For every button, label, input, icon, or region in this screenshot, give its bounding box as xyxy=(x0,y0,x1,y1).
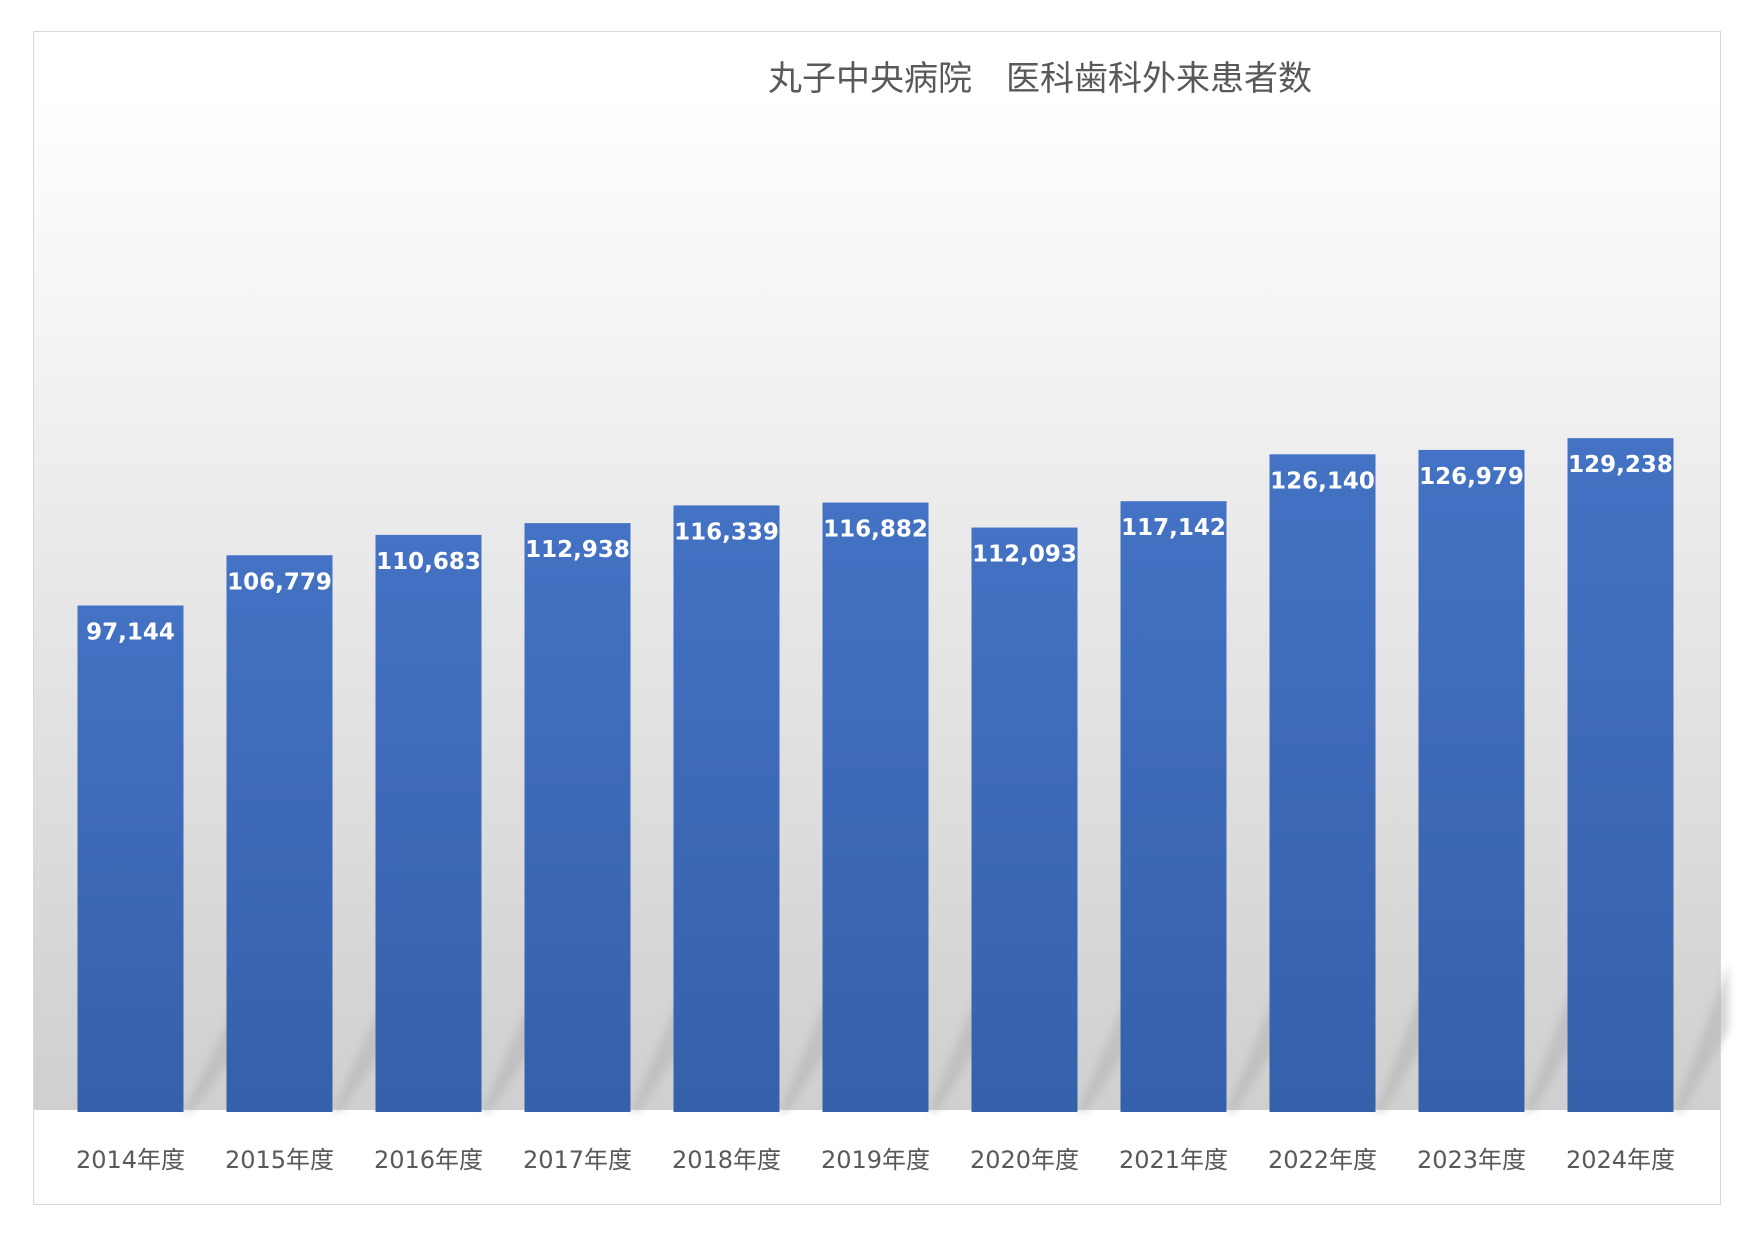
x-tick-label: 2023年度 xyxy=(1417,1146,1526,1174)
x-tick-label: 2014年度 xyxy=(76,1146,185,1174)
data-label: 117,142 xyxy=(1121,515,1226,541)
bar xyxy=(1269,454,1376,1112)
bar-shadow xyxy=(779,978,835,1112)
data-label: 97,144 xyxy=(86,619,175,645)
x-tick-label: 2016年度 xyxy=(374,1146,483,1174)
bar-shadow xyxy=(481,985,537,1112)
bar xyxy=(77,605,184,1112)
x-tick-label: 2015年度 xyxy=(225,1146,334,1174)
data-label: 112,093 xyxy=(972,542,1077,568)
bar xyxy=(375,534,482,1112)
bar xyxy=(673,505,780,1112)
x-tick-label: 2022年度 xyxy=(1268,1146,1377,1174)
bar-shadow xyxy=(1524,966,1580,1112)
data-label: 129,238 xyxy=(1568,452,1673,478)
bar-shadow xyxy=(1226,977,1282,1112)
bar-shadow xyxy=(332,989,388,1112)
x-tick-labels-group: 2014年度 2015年度 2016年度 2017年度 2018年度 2019年度 2020… xyxy=(76,1146,1675,1174)
bar xyxy=(1567,438,1674,1112)
bars-group xyxy=(77,438,1674,1112)
bar-shadow xyxy=(183,1000,239,1112)
bar xyxy=(1120,501,1227,1112)
data-label: 116,339 xyxy=(674,519,779,545)
bar xyxy=(1418,449,1525,1112)
value-labels-group: 97,144 106,779 110,683 112,938 116,339 116,88… xyxy=(86,452,1673,645)
x-tick-label: 2017年度 xyxy=(523,1146,632,1174)
x-tick-label: 2019年度 xyxy=(821,1146,930,1174)
data-label: 126,979 xyxy=(1419,464,1524,490)
x-tick-label: 2018年度 xyxy=(672,1146,781,1174)
bar xyxy=(822,502,929,1112)
bar-shadow xyxy=(1375,967,1431,1112)
x-tick-label: 2020年度 xyxy=(970,1146,1079,1174)
bar-shadow xyxy=(1673,963,1729,1112)
bar-shadow xyxy=(928,977,984,1112)
x-tick-label: 2024年度 xyxy=(1566,1146,1675,1174)
data-label: 126,140 xyxy=(1270,468,1375,494)
bar xyxy=(971,527,1078,1112)
chart-title: 丸子中央病院 医科歯科外来患者数 xyxy=(768,59,1312,99)
bar-shadows xyxy=(183,963,1729,1112)
x-tick-label: 2021年度 xyxy=(1119,1146,1228,1174)
data-label: 110,683 xyxy=(376,549,481,575)
data-label: 116,882 xyxy=(823,517,928,543)
bar xyxy=(226,555,333,1112)
data-label: 106,779 xyxy=(227,569,332,595)
bar-shadow xyxy=(1077,983,1133,1112)
bar xyxy=(524,523,631,1112)
data-label: 112,938 xyxy=(525,537,630,563)
bar-shadow xyxy=(630,982,686,1112)
